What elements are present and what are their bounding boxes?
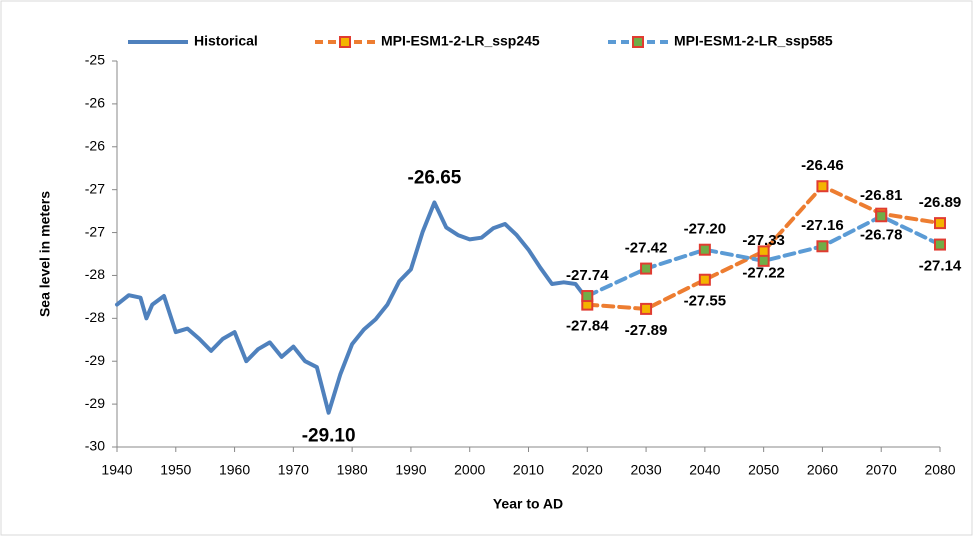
y-tick-label: -26 [85,95,105,111]
x-tick-label: 1940 [101,462,132,478]
data-label: -27.89 [625,322,668,339]
x-tick-label: 2010 [513,462,544,478]
marker [581,290,594,303]
marker [816,180,829,193]
marker [934,217,946,230]
x-axis-title: Year to AD [493,496,563,512]
x-tick-label: 1970 [278,462,309,478]
x-tick-label: 2060 [807,462,838,478]
data-label: -27.55 [684,293,727,310]
y-tick-label: -27 [85,223,105,239]
x-tick-label: 1950 [160,462,191,478]
data-label: -27.14 [919,258,962,275]
data-label: -29.10 [302,426,356,447]
data-label: -26.89 [919,194,962,211]
legend-label: Historical [194,33,258,49]
x-tick-label: 1990 [395,462,426,478]
data-label: -27.20 [684,221,727,238]
data-label: -26.65 [408,168,462,189]
marker [816,240,829,253]
legend-label: MPI-ESM1-2-LR_ssp245 [381,33,540,49]
data-label: -27.42 [625,240,668,257]
y-tick-label: -27 [85,180,105,196]
series-line [115,200,590,415]
marker [875,210,888,223]
x-tick-label: 2020 [572,462,603,478]
data-label: -26.81 [860,187,903,204]
legend-label: MPI-ESM1-2-LR_ssp585 [674,33,833,49]
y-tick-label: -25 [85,52,105,68]
x-tick-label: 1960 [219,462,250,478]
data-label: -26.46 [801,157,844,174]
x-tick-label: 2030 [630,462,661,478]
y-tick-label: -30 [85,438,105,454]
legend-marker [632,36,644,48]
marker [698,243,711,256]
data-label: -27.74 [566,267,609,284]
marker [640,262,653,275]
marker [698,273,711,286]
data-label: -27.16 [801,217,844,234]
x-tick-label: 2050 [748,462,779,478]
data-label: -27.22 [742,264,785,281]
data-label: -27.33 [742,232,785,249]
y-tick-label: -28 [85,309,105,325]
x-tick-label: 1980 [337,462,368,478]
x-tick-label: 2040 [689,462,720,478]
y-tick-label: -26 [85,137,105,153]
y-tick-label: -28 [85,266,105,282]
marker [757,254,770,267]
y-tick-label: -29 [85,395,105,411]
x-tick-label: 2080 [924,462,955,478]
y-tick-label: -29 [85,352,105,368]
data-label: -27.84 [566,318,609,335]
marker [640,302,653,315]
x-tick-label: 2000 [454,462,485,478]
marker [934,238,946,251]
x-tick-label: 2070 [866,462,897,478]
y-axis-title: Sea level in meters [37,191,53,317]
legend-marker [339,36,351,48]
data-label: -26.78 [860,227,903,244]
